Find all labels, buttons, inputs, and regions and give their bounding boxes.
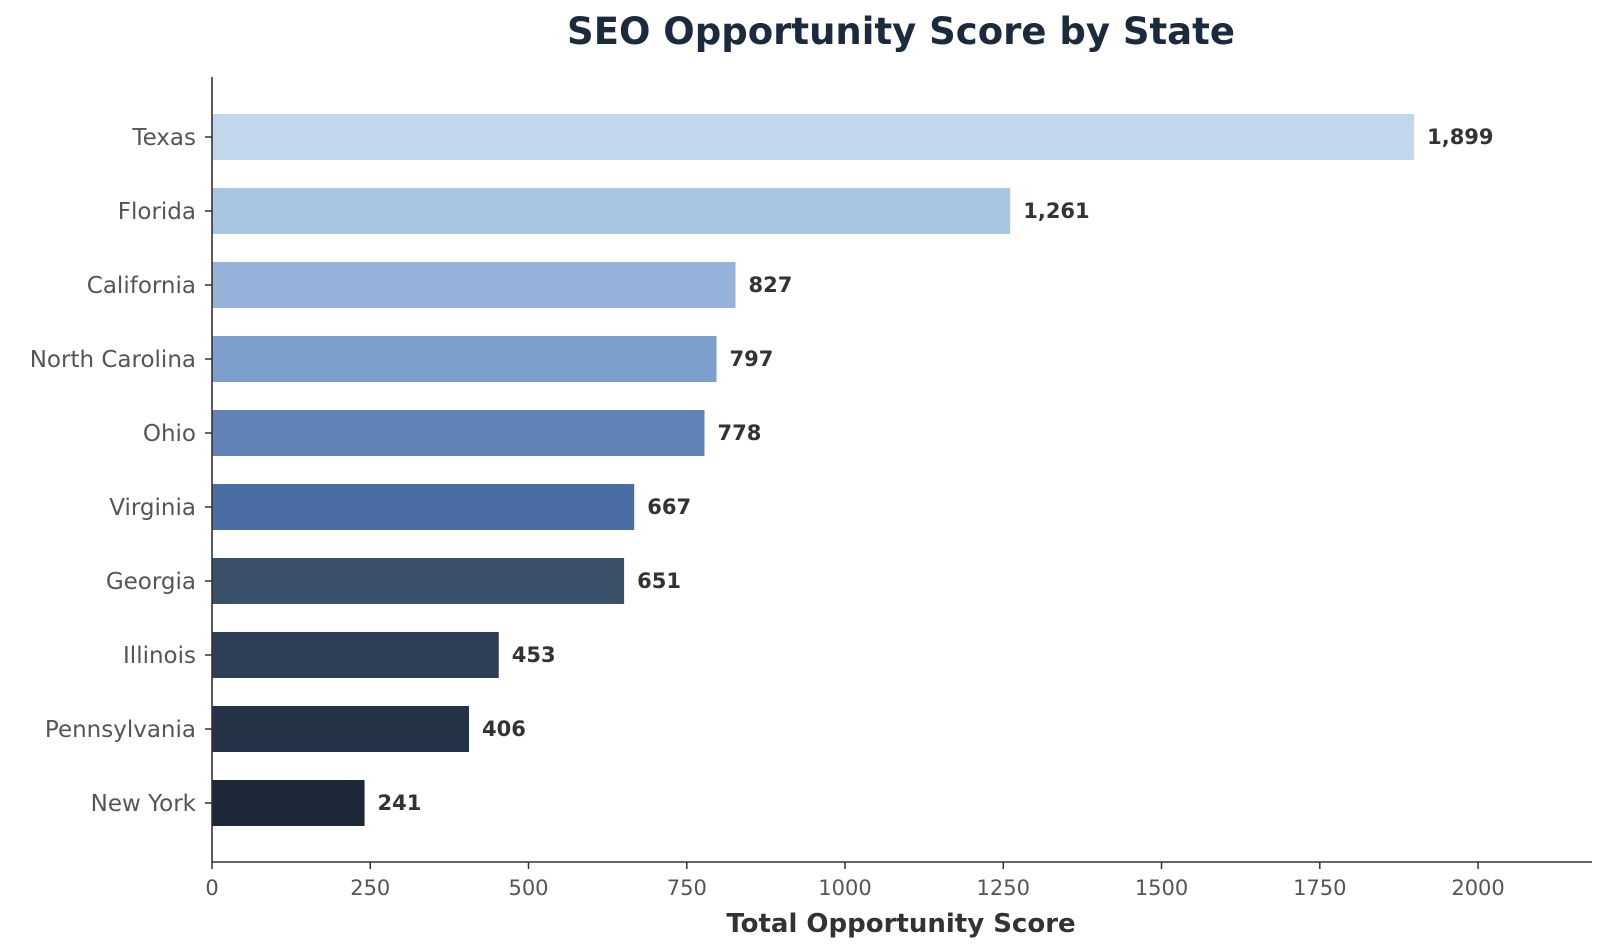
y-tick-label: Virginia — [109, 495, 196, 521]
bar — [212, 558, 625, 604]
bar — [212, 262, 736, 308]
chart-title: SEO Opportunity Score by State — [567, 10, 1235, 53]
x-tick-label: 1750 — [1293, 876, 1346, 900]
x-tick-label: 2000 — [1451, 876, 1504, 900]
x-tick-label: 1250 — [977, 876, 1030, 900]
bar-value-label: 241 — [378, 791, 422, 815]
bar-value-label: 778 — [717, 421, 761, 445]
x-tick-label: 750 — [667, 876, 707, 900]
bar — [212, 114, 1415, 160]
y-tick-label: Texas — [131, 125, 196, 151]
bar-value-label: 667 — [647, 495, 691, 519]
value-labels-layer: 1,899 1,261 827 797 778 667 651 453 406 241 — [378, 125, 1494, 815]
bar-value-label: 827 — [749, 273, 793, 297]
y-tick-label: Ohio — [143, 421, 196, 447]
x-tick-label: 1500 — [1135, 876, 1188, 900]
bar — [212, 780, 365, 826]
x-tick-label: 250 — [350, 876, 390, 900]
y-tick-label: Illinois — [123, 643, 196, 669]
bar-value-label: 797 — [730, 347, 774, 371]
bar-value-label: 1,899 — [1427, 125, 1493, 149]
y-tick-label: New York — [91, 791, 197, 817]
y-tick-label: Pennsylvania — [45, 717, 196, 743]
y-axis: Texas Florida California North Carolina Ohio… — [30, 77, 213, 862]
bar — [212, 410, 705, 456]
x-axis-label: Total Opportunity Score — [726, 909, 1075, 939]
bar — [212, 336, 717, 382]
bar-value-label: 453 — [512, 643, 556, 667]
bar — [212, 188, 1011, 234]
y-tick-label: Florida — [118, 199, 196, 225]
x-axis: 0 250 500 750 1000 1250 1500 1750 2000 — [205, 861, 1592, 900]
x-tick-label: 1000 — [818, 876, 871, 900]
y-tick-label: Georgia — [106, 569, 196, 595]
bars-layer — [212, 114, 1415, 826]
bar-value-label: 651 — [637, 569, 681, 593]
y-tick-label: California — [87, 273, 196, 299]
bar — [212, 706, 470, 752]
bar — [212, 632, 499, 678]
bar — [212, 484, 635, 530]
bar-value-label: 406 — [482, 717, 526, 741]
y-tick-label: North Carolina — [30, 347, 196, 373]
bar-value-label: 1,261 — [1023, 199, 1089, 223]
x-tick-label: 500 — [508, 876, 548, 900]
x-tick-label: 0 — [205, 876, 218, 900]
